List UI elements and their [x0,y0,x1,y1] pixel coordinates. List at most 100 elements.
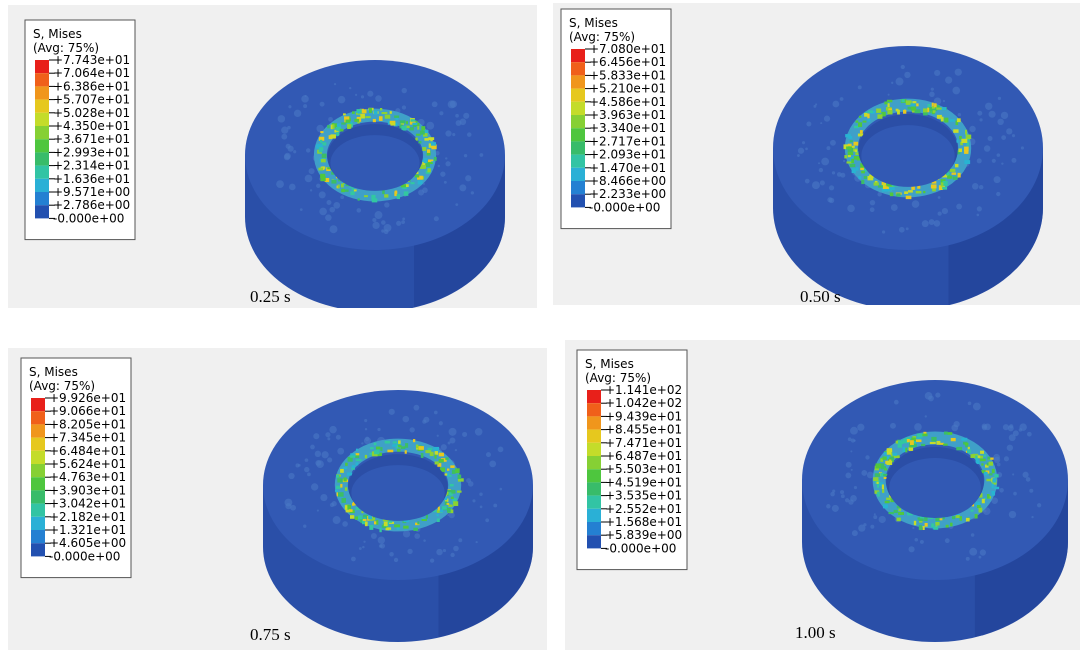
ring-speckle [450,484,454,486]
ring-speckle [358,198,360,200]
caption: 0.25 s [250,287,291,306]
panel: S, Mises(Avg: 75%)+1.141e+02+1.042e+02+9… [565,340,1080,650]
ring-speckle [354,189,357,191]
ring-speckle [892,453,897,456]
speckle [357,208,362,213]
ring-speckle [338,184,340,188]
speckle [1021,146,1024,149]
speckle [450,553,454,557]
speckle [812,181,820,189]
ring-speckle [877,482,879,484]
ring-speckle [863,121,867,123]
legend-label: +7.345e+01 [49,431,126,445]
ring-speckle [944,432,948,435]
hole-floor [330,135,419,191]
speckle [899,227,905,233]
speckle [914,423,922,431]
ring-speckle [953,129,958,133]
speckle [328,117,333,122]
speckle [830,140,836,146]
ring-speckle [320,140,322,143]
legend-label: +6.484e+01 [49,444,126,458]
speckle [914,538,918,542]
legend-swatch [35,152,49,165]
speckle [334,83,336,85]
speckle [977,158,982,163]
speckle [954,421,960,427]
speckle [493,504,497,508]
legend-swatch [35,139,49,152]
speckle [384,224,392,232]
legend-label: +3.963e+01 [589,108,666,122]
ring-speckle [412,123,417,125]
speckle [934,70,940,76]
ring-speckle [965,443,969,446]
ring-speckle [897,110,900,115]
ring-speckle [923,191,925,193]
ring-speckle [898,512,904,515]
speckle [364,419,367,422]
legend-label: +2.717e+01 [589,134,666,148]
speckle [316,184,320,188]
legend-label: +2.552e+01 [605,502,682,516]
speckle [305,458,309,462]
speckle [462,432,467,437]
ring-speckle [417,126,419,130]
speckle [904,72,910,78]
ring-speckle [356,459,362,461]
speckle [301,95,309,103]
ring-speckle [451,497,454,499]
speckle [467,132,472,137]
speckle [999,488,1004,493]
ring-speckle [992,478,996,483]
legend-label: -0.000e+00 [605,541,676,555]
ring-speckle [358,515,362,519]
speckle [845,472,851,478]
legend-label: +3.903e+01 [49,483,126,497]
ring-speckle [318,168,323,171]
ring-speckle [859,116,861,118]
ring-speckle [440,509,443,512]
ring-speckle [986,479,991,481]
ring-speckle [921,444,925,446]
ring-speckle [364,195,368,197]
legend-label: +7.471e+01 [605,436,682,450]
speckle [968,402,972,406]
speckle [449,428,457,436]
ring-speckle [952,516,955,519]
legend-swatch [587,390,601,403]
speckle [330,225,338,233]
ring-speckle [980,451,984,454]
legend-swatch [31,398,45,411]
speckle [896,78,904,86]
speckle [336,435,341,440]
ring-speckle [947,432,952,435]
speckle [445,130,451,136]
ring-speckle [911,107,916,111]
speckle [901,65,905,69]
ring-speckle [421,126,425,130]
speckle [824,116,830,122]
ring-speckle [385,441,390,444]
ring-speckle [386,528,390,530]
ring-speckle [877,492,880,497]
speckle [894,400,899,405]
speckle [310,189,312,191]
ring-speckle [916,439,921,442]
ring-speckle [887,100,892,103]
legend-swatch [31,504,45,517]
panel: S, Mises(Avg: 75%)+9.926e+01+9.066e+01+8… [8,348,547,650]
ring-speckle [433,447,439,451]
speckle [389,409,395,415]
speckle [1007,445,1013,451]
legend-swatch [31,438,45,451]
legend-label: +4.586e+01 [589,95,666,109]
speckle [439,421,443,425]
ring-speckle [966,518,970,522]
speckle [931,88,934,91]
speckle [394,558,398,562]
speckle [982,425,987,430]
legend-label: +9.439e+01 [605,409,682,423]
legend-label: +5.833e+01 [589,68,666,82]
legend-label: +7.064e+01 [53,66,130,80]
